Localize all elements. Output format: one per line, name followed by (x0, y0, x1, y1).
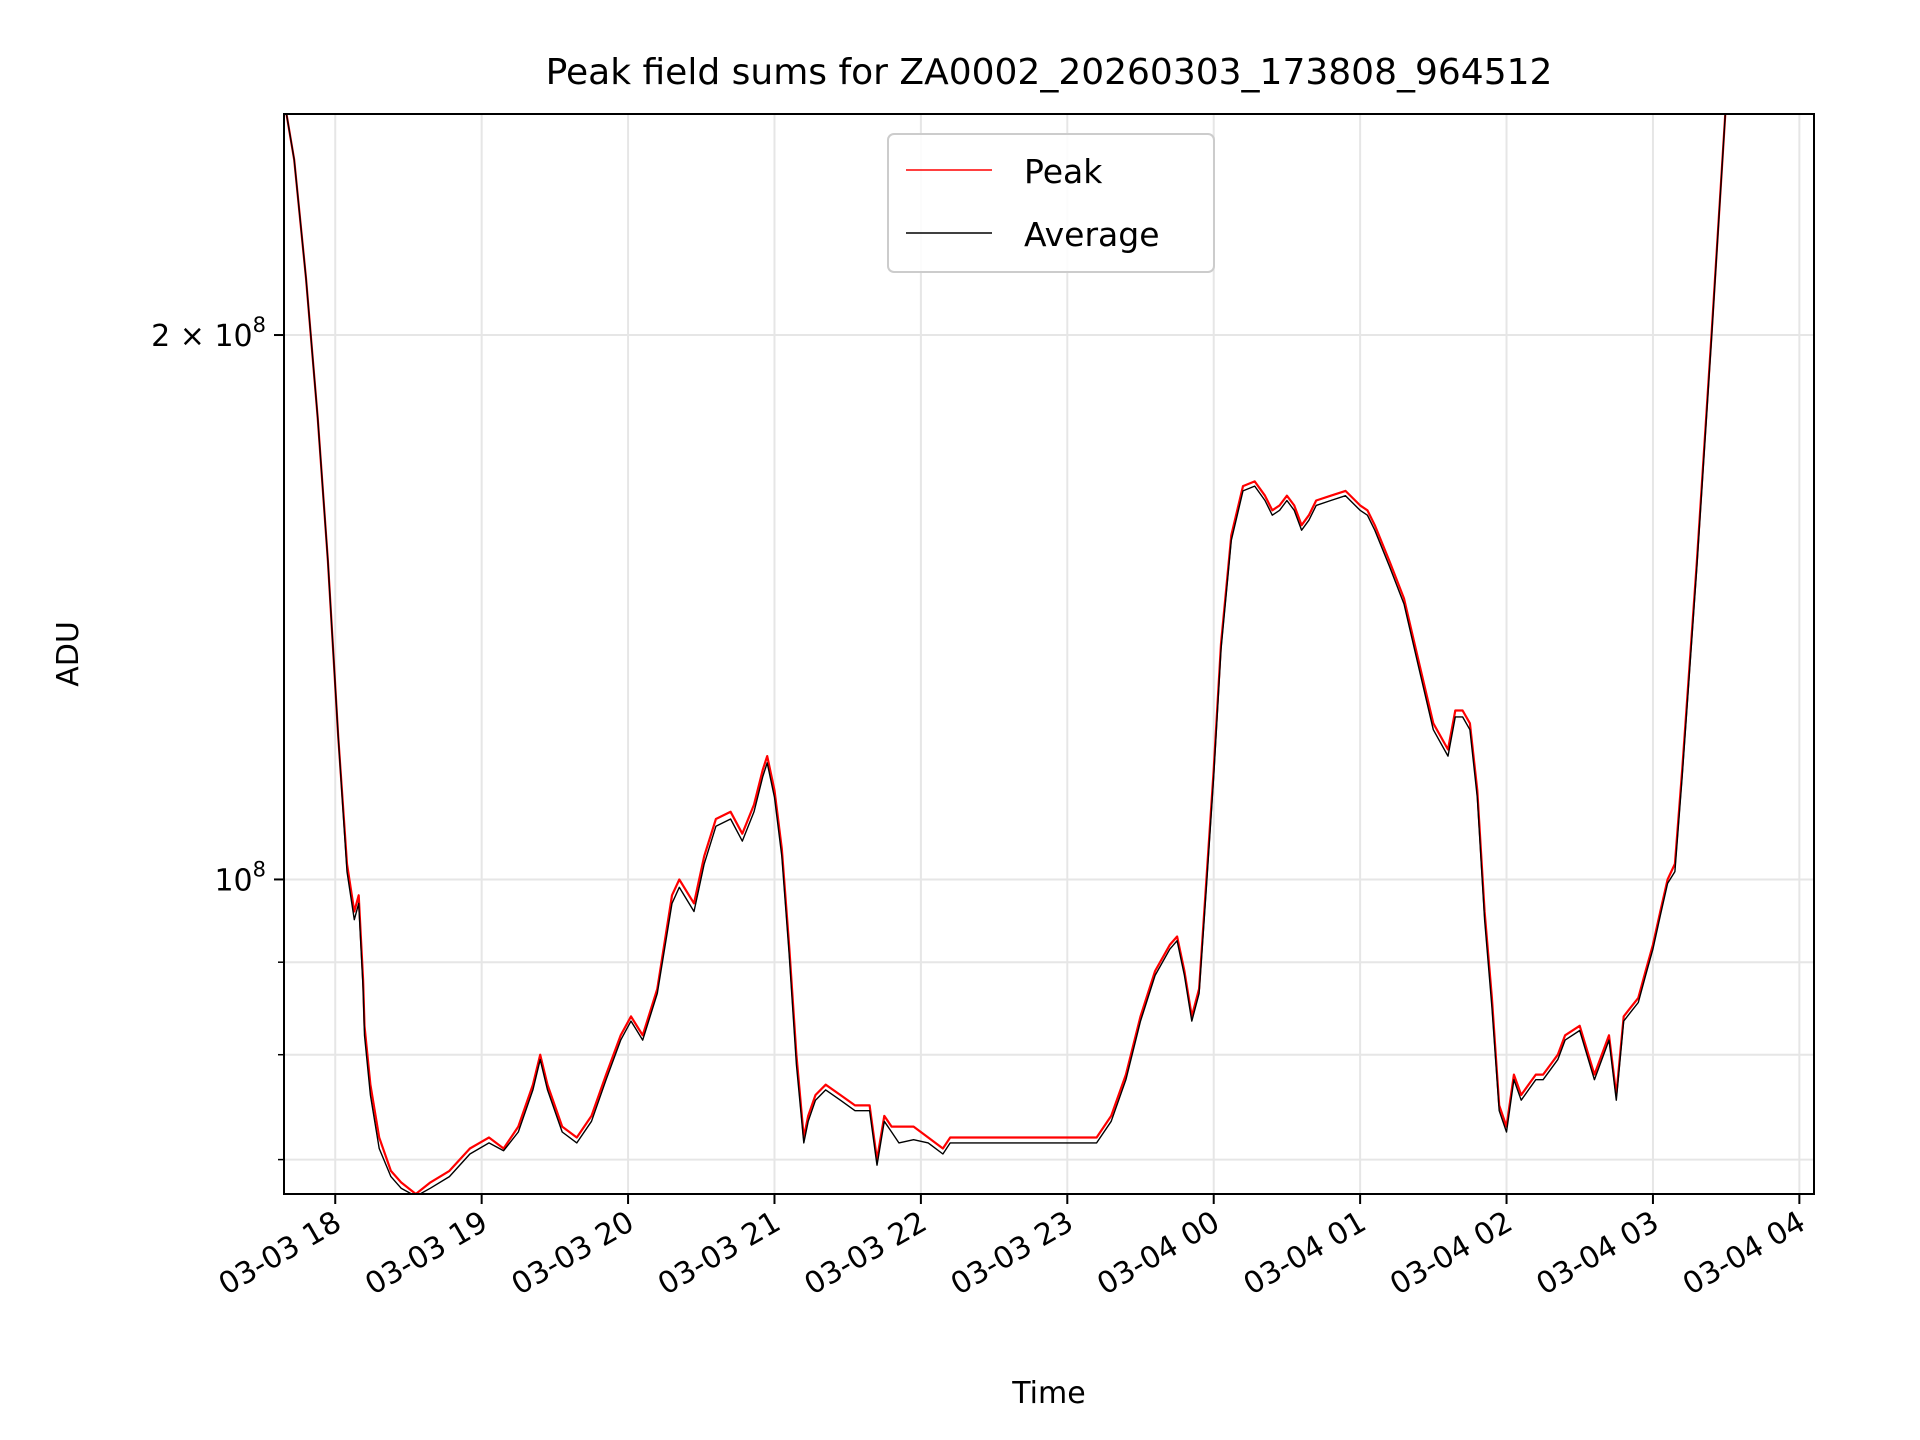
legend-label-peak: Peak (1024, 152, 1103, 191)
y-tick-base: 10 (214, 319, 252, 354)
y-tick-exponent: 8 (253, 313, 266, 337)
y-axis-label: ADU (51, 621, 86, 687)
plot-frame (283, 113, 1815, 1195)
y-tick-label: 2 × 108 (151, 313, 266, 354)
y-tick-mantissa: 2 × (151, 319, 214, 354)
legend: Peak Average (887, 133, 1215, 273)
y-tick-label: 108 (214, 857, 266, 898)
legend-label-average: Average (1024, 215, 1160, 254)
chart-title: Peak field sums for ZA0002_20260303_1738… (546, 52, 1553, 93)
grid (284, 114, 1814, 1194)
legend-box (887, 133, 1215, 273)
series-line-peak (285, 114, 1727, 1194)
x-axis-label: Time (1011, 1376, 1085, 1411)
y-tick-base: 10 (214, 863, 252, 898)
series-layer (285, 114, 1727, 1194)
series-line-average (285, 114, 1726, 1194)
y-tick-exponent: 8 (253, 857, 266, 881)
